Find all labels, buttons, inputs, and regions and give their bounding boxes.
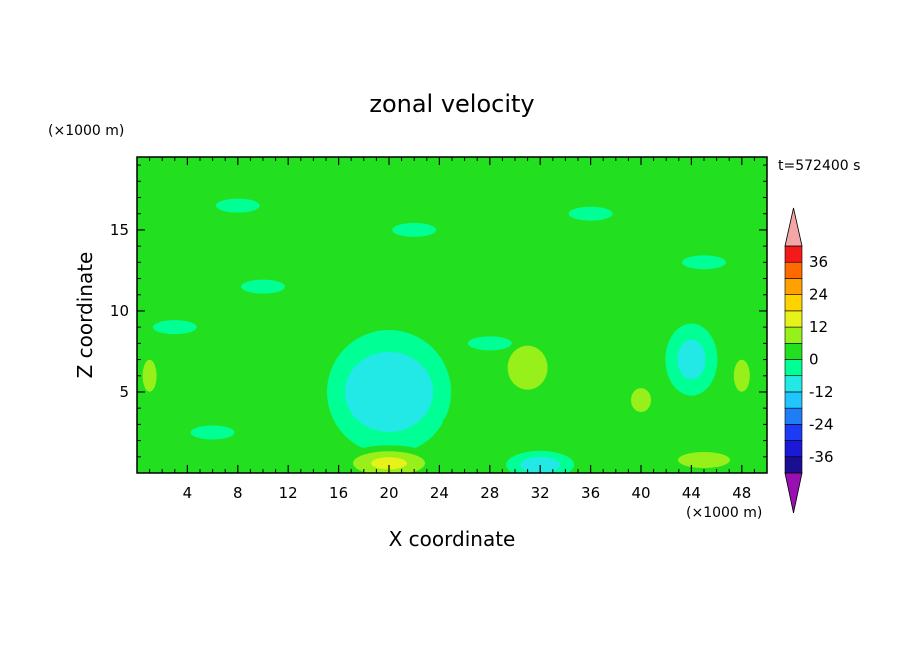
field-patch	[215, 198, 260, 213]
colorbar-segment	[784, 278, 803, 295]
x-tick-label: 48	[732, 484, 751, 502]
field-contour	[678, 452, 730, 469]
field-contour	[517, 357, 538, 378]
field-contour	[363, 367, 415, 416]
colorbar-over-arrow	[784, 207, 803, 247]
x-tick-label: 16	[329, 484, 348, 502]
colorbar-segment	[784, 342, 803, 360]
field-band-0	[137, 172, 767, 229]
x-tick-label: 28	[480, 484, 499, 502]
z-tick-label: 10	[110, 302, 129, 320]
field-band-2	[137, 318, 767, 374]
colorbar-segment	[784, 261, 803, 279]
colorbar-segment	[784, 294, 803, 312]
field-patch	[568, 206, 613, 221]
x-tick-label: 20	[379, 484, 398, 502]
x-tick-label: 24	[430, 484, 449, 502]
z-tick-label: 15	[110, 221, 129, 239]
field-patch	[152, 320, 197, 335]
colorbar-segment	[784, 245, 803, 263]
colorbar-segment	[784, 407, 803, 425]
field-contour	[371, 457, 407, 470]
x-tick-label: 36	[581, 484, 600, 502]
x-axis: 4 8 12 16 20 24 28 32 36 40 44 48	[149, 157, 755, 502]
field-contour	[631, 388, 651, 413]
colorbar-tick-label: 24	[809, 286, 828, 304]
x-tick-label: 40	[631, 484, 650, 502]
time-label: t=572400 s	[778, 158, 860, 174]
field-contour	[677, 339, 706, 380]
field-patch	[241, 279, 285, 294]
colorbar-tick-label: 12	[809, 318, 828, 336]
x-axis-label: X coordinate	[389, 527, 516, 551]
colorbar-tick-label: -12	[809, 383, 834, 401]
x-unit-label: (×1000 m)	[686, 505, 762, 521]
field-patch	[266, 436, 311, 451]
colorbar-segment	[784, 440, 803, 458]
colorbar-segment	[784, 391, 803, 409]
field-band-1	[137, 244, 767, 303]
z-axis-label: Z coordinate	[73, 252, 97, 379]
field-patch	[190, 425, 235, 440]
colorbar-segment	[784, 375, 803, 393]
plot-field	[137, 157, 767, 473]
field-patch	[644, 193, 689, 208]
field-patch	[467, 336, 512, 351]
x-tick-label: 12	[279, 484, 298, 502]
colorbar-tick-label: 36	[809, 253, 828, 271]
x-tick-label: 44	[682, 484, 701, 502]
colorbar-tick-label: -24	[809, 415, 834, 433]
field-contour	[142, 359, 157, 392]
x-tick-label: 4	[183, 484, 193, 502]
field-patch	[392, 222, 437, 237]
colorbar-segment	[784, 424, 803, 441]
x-tick-label: 8	[233, 484, 243, 502]
z-axis: 5 10 15	[110, 164, 767, 458]
colorbar-segment	[784, 326, 803, 344]
colorbar-under-arrow	[784, 472, 803, 514]
chart-title: zonal velocity	[369, 90, 534, 118]
x-tick-label: 32	[531, 484, 550, 502]
field-patch	[682, 255, 726, 270]
z-tick-label: 5	[119, 383, 129, 401]
field-patch	[593, 427, 638, 442]
field-patch	[442, 414, 487, 429]
colorbar-segment	[784, 310, 803, 328]
colorbar: 36 24 12 0 -12 -24 -36	[784, 207, 834, 514]
colorbar-segment	[784, 456, 803, 474]
field-contour	[520, 456, 561, 473]
colorbar-segment	[784, 359, 803, 377]
z-unit-label: (×1000 m)	[48, 123, 124, 139]
colorbar-tick-label: -36	[809, 448, 834, 466]
colorbar-tick-label: 0	[809, 351, 819, 369]
field-contour	[733, 359, 750, 392]
field-patch	[291, 344, 336, 359]
